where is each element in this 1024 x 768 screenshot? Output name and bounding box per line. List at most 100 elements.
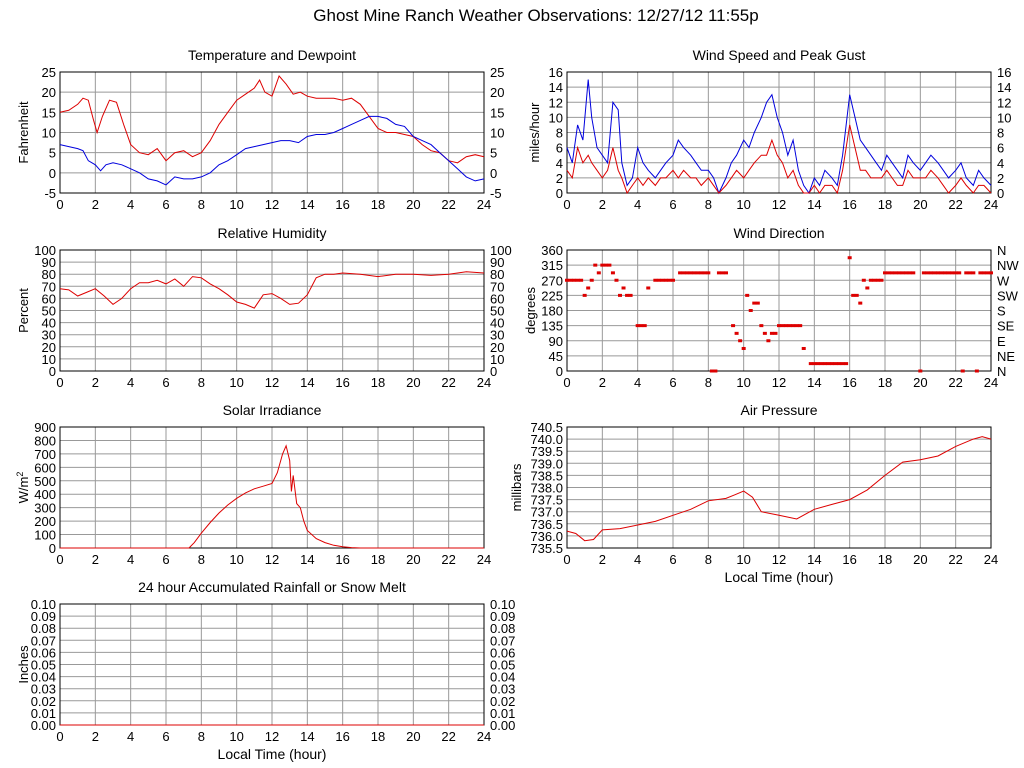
y-tick-label-right: SE: [997, 319, 1015, 334]
data-point: [610, 271, 615, 275]
y-tick-label: 300: [34, 501, 56, 516]
data-point: [904, 271, 909, 275]
data-point: [777, 324, 781, 328]
chart-title: Solar Irradiance: [223, 402, 322, 418]
data-point: [692, 271, 697, 275]
x-tick-label: 18: [371, 197, 385, 212]
x-tick-label: 6: [669, 375, 676, 390]
y-tick-label-right: 0.06: [490, 645, 515, 660]
data-point: [936, 271, 940, 275]
y-tick-label: 270: [541, 273, 563, 288]
y-tick-label-right: S: [997, 304, 1006, 319]
plot-frame: [566, 71, 992, 194]
y-tick-label-right: 6: [997, 141, 1004, 156]
y-tick-label-right: 12: [997, 95, 1011, 110]
data-point: [791, 324, 796, 328]
y-tick-label-right: 25: [490, 65, 504, 80]
x-tick-label: 4: [127, 375, 134, 390]
data-point: [656, 278, 661, 282]
y-tick-label-right: 0: [490, 364, 497, 379]
data-point: [907, 271, 912, 275]
x-tick-label: 24: [477, 552, 491, 567]
x-tick-label: 22: [948, 375, 962, 390]
data-point: [607, 263, 612, 267]
x-tick-label: 16: [335, 729, 349, 744]
y-tick-label-right: 100: [490, 243, 512, 258]
y-tick-label: 737.0: [530, 505, 563, 520]
data-point: [699, 271, 704, 275]
y-tick-label: 0.00: [31, 718, 56, 733]
y-tick-label: 740.5: [530, 420, 563, 435]
x-tick-label: 0: [56, 375, 63, 390]
data-point: [957, 271, 962, 275]
y-tick-label-right: 20: [490, 340, 504, 355]
y-tick-label-right: 15: [490, 105, 504, 120]
y-tick-label: 0.02: [31, 694, 56, 709]
x-tick-label: 14: [300, 729, 314, 744]
y-tick-label-right: SW: [997, 288, 1019, 303]
plot-frame: [566, 249, 992, 372]
x-tick-label: 2: [92, 552, 99, 567]
plot-frame: [59, 249, 485, 372]
x-tick-label: 16: [842, 552, 856, 567]
y-tick-label: 0.06: [31, 645, 56, 660]
y-tick-label: 500: [34, 474, 56, 489]
x-tick-label: 10: [736, 197, 750, 212]
y-tick-label-right: 0: [490, 166, 497, 181]
x-tick-label: 8: [198, 729, 205, 744]
data-point: [589, 278, 594, 282]
data-point: [635, 324, 640, 328]
y-tick-label: 738.5: [530, 468, 563, 483]
data-point: [974, 369, 979, 373]
y-axis-label-sup: 2: [15, 472, 25, 477]
data-point: [844, 362, 849, 366]
x-tick-label: 2: [599, 375, 606, 390]
x-tick-label: 18: [878, 552, 892, 567]
y-tick-label-right: 10: [490, 126, 504, 141]
x-tick-label: 24: [477, 729, 491, 744]
x-tick-label: 24: [984, 375, 998, 390]
y-tick-label-right: NE: [997, 349, 1015, 364]
x-tick-label: 14: [807, 375, 821, 390]
y-tick-label-right: 0.00: [490, 718, 515, 733]
data-point: [939, 271, 944, 275]
data-point: [840, 362, 845, 366]
x-tick-label: 6: [669, 552, 676, 567]
data-point: [971, 271, 976, 275]
x-tick-label: 20: [406, 552, 420, 567]
x-tick-label: 18: [878, 375, 892, 390]
y-tick-label-right: 4: [997, 156, 1004, 171]
data-point: [745, 293, 750, 297]
x-axis-label: Local Time (hour): [218, 746, 327, 762]
y-tick-label: 15: [42, 105, 56, 120]
y-tick-label: 736.5: [530, 517, 563, 532]
y-tick-label: 10: [549, 110, 563, 125]
data-point: [685, 271, 690, 275]
plot-frame: [59, 426, 485, 549]
y-tick-label-right: 0: [997, 186, 1004, 201]
data-point: [586, 286, 591, 290]
y-tick-label: 0.05: [31, 658, 56, 673]
x-tick-label: 6: [162, 375, 169, 390]
y-tick-label: 0: [49, 541, 56, 556]
data-point: [943, 271, 948, 275]
y-tick-label-right: 0.10: [490, 597, 515, 612]
y-tick-label: 12: [549, 95, 563, 110]
data-point: [660, 278, 665, 282]
data-point: [925, 271, 930, 275]
y-tick-label: -5: [44, 186, 56, 201]
data-point: [731, 324, 736, 328]
chart-title: Relative Humidity: [218, 225, 327, 241]
series-line-blue: [566, 79, 992, 195]
data-point: [890, 271, 895, 275]
y-tick-label-right: 30: [490, 328, 504, 343]
data-point: [808, 362, 813, 366]
x-tick-label: 6: [162, 729, 169, 744]
x-tick-label: 8: [198, 375, 205, 390]
y-tick-label: 90: [549, 334, 563, 349]
y-axis-label: Fahrenheit: [16, 101, 31, 164]
